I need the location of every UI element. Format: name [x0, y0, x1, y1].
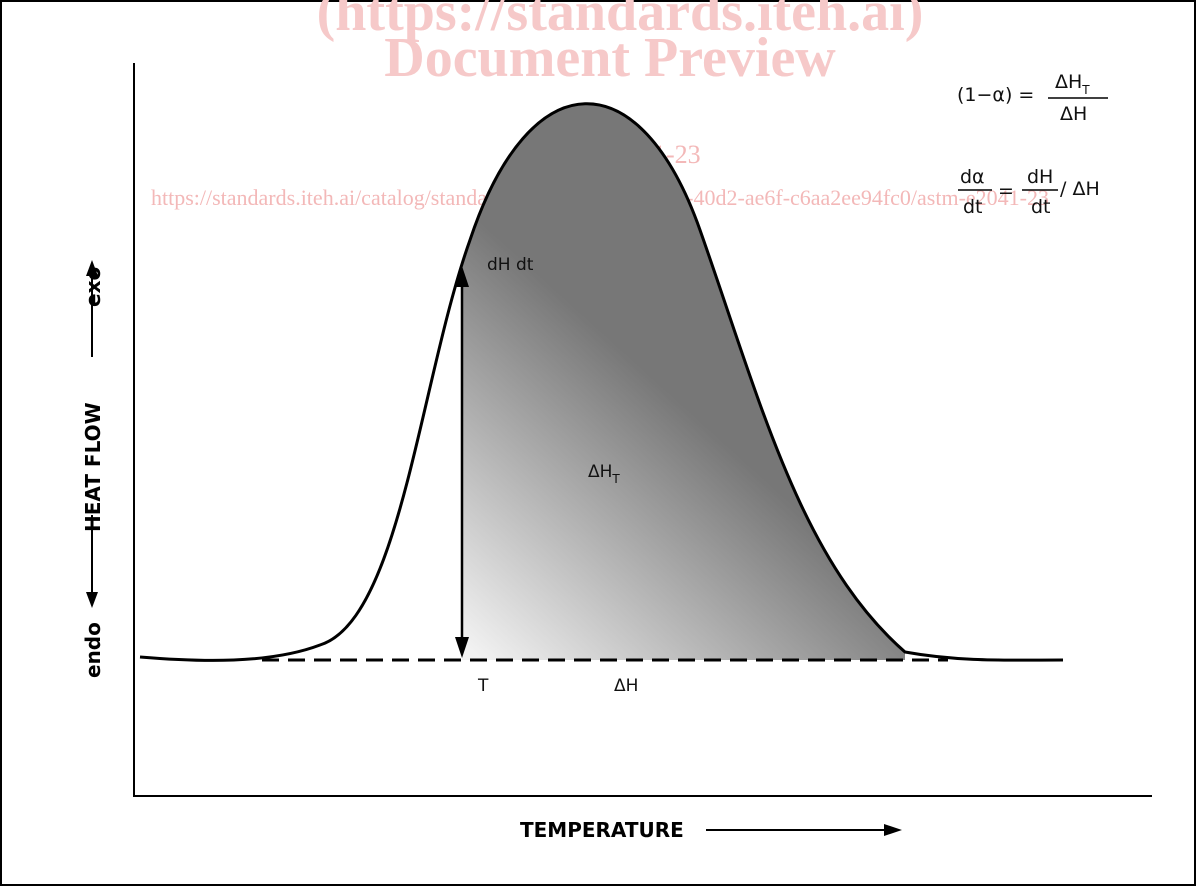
y-arrow-up-head	[86, 260, 98, 276]
svg-text:ΔHT: ΔHT	[1055, 71, 1090, 97]
y-label-endo: endo	[81, 622, 105, 678]
watermark-line-2: Document Preview	[384, 27, 836, 89]
y-arrow-down-head	[86, 592, 98, 608]
svg-text:dH: dH	[1027, 166, 1053, 188]
equation-conversion: (1−α) = ΔHT ΔH	[957, 71, 1108, 125]
svg-text:dα: dα	[960, 166, 985, 188]
heat-flow-curve	[139, 102, 1064, 662]
dh-dt-label: dH dt	[487, 255, 534, 275]
x-axis-label: TEMPERATURE	[520, 818, 684, 842]
svg-text:ΔH: ΔH	[1060, 103, 1087, 125]
watermark-line-1: (https://standards.iteh.ai)	[317, 0, 924, 43]
svg-text:=: =	[998, 180, 1014, 202]
equation-rate: dα dt = dH dt / ΔH	[958, 166, 1100, 218]
x-arrow-head	[884, 824, 902, 836]
peak-area-fill	[462, 103, 905, 660]
dh-t-label: ΔHT	[588, 462, 620, 486]
svg-text:dt: dt	[963, 196, 983, 218]
y-label-heat-flow: HEAT FLOW	[81, 402, 105, 532]
t-marker-label: T	[477, 676, 489, 696]
svg-text:dt: dt	[1031, 196, 1051, 218]
dh-dt-arrowhead-bottom	[455, 637, 469, 658]
dh-total-label: ΔH	[614, 676, 638, 696]
svg-text:(1−α) =: (1−α) =	[957, 84, 1034, 106]
dh-dt-arrowhead-top	[455, 266, 469, 287]
svg-text:/ ΔH: / ΔH	[1060, 178, 1100, 200]
